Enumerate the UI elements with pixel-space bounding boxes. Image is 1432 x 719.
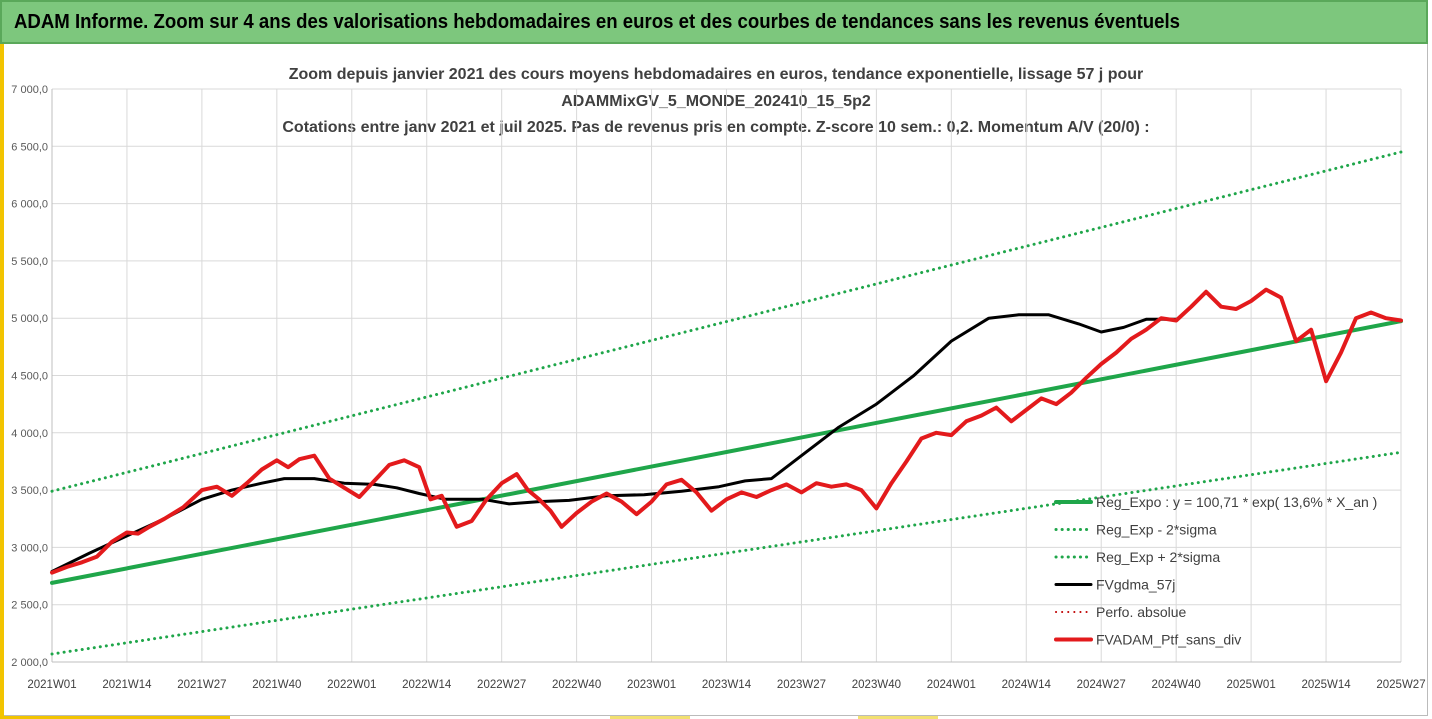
chart-title-line-3: Cotations entre janv 2021 et juil 2025. … — [282, 119, 1150, 136]
series-line-5 — [50, 287, 1403, 575]
y-tick-label: 6 500,0 — [11, 141, 48, 153]
legend-label: Reg_Expo : y = 100,71 * exp( 13,6% * X_a… — [1096, 494, 1377, 510]
y-tick-label: 4 500,0 — [11, 371, 48, 383]
y-tick-label: 5 000,0 — [11, 313, 48, 325]
x-tick-label: 2024W01 — [927, 679, 976, 691]
y-tick-label: 7 000,0 — [11, 84, 48, 96]
series-line-3 — [50, 313, 1178, 573]
x-tick-label: 2023W40 — [852, 679, 901, 691]
x-tick-label: 2022W01 — [327, 679, 376, 691]
chart-title-line-2: ADAMMixGV_5_MONDE_202410_15_5p2 — [561, 93, 871, 110]
x-tick-label: 2023W27 — [777, 679, 826, 691]
x-tick-label: 2024W14 — [1002, 679, 1052, 691]
y-tick-label: 4 000,0 — [11, 428, 48, 440]
bottom-accent-bar — [0, 715, 230, 719]
x-tick-label: 2025W27 — [1376, 679, 1425, 691]
y-tick-label: 5 500,0 — [11, 256, 48, 268]
x-tick-label: 2021W14 — [102, 679, 152, 691]
x-tick-label: 2021W01 — [27, 679, 76, 691]
y-tick-label: 3 500,0 — [11, 485, 48, 497]
y-tick-label: 3 000,0 — [11, 542, 48, 554]
x-tick-label: 2024W27 — [1077, 679, 1126, 691]
legend-label: Perfo. absolue — [1096, 604, 1186, 620]
report-header: ADAM Informe. Zoom sur 4 ans des valoris… — [0, 0, 1428, 44]
legend-label: FVgdma_57j — [1096, 577, 1175, 593]
x-tick-label: 2025W01 — [1226, 679, 1275, 691]
x-tick-label: 2022W40 — [552, 679, 601, 691]
series-line-0 — [50, 319, 1403, 585]
x-tick-label: 2024W40 — [1152, 679, 1201, 691]
series-line-2 — [50, 150, 1403, 493]
legend-label: FVADAM_Ptf_sans_div — [1096, 632, 1241, 648]
y-tick-label: 2 500,0 — [11, 600, 48, 612]
x-tick-label: 2021W27 — [177, 679, 226, 691]
x-tick-label: 2022W14 — [402, 679, 452, 691]
report-title: ADAM Informe. Zoom sur 4 ans des valoris… — [14, 11, 1180, 33]
y-tick-label: 2 000,0 — [11, 657, 48, 669]
chart-title-line-1: Zoom depuis janvier 2021 des cours moyen… — [288, 66, 1144, 83]
x-tick-label: 2025W14 — [1301, 679, 1351, 691]
x-tick-label: 2022W27 — [477, 679, 526, 691]
x-tick-label: 2023W01 — [627, 679, 676, 691]
y-tick-label: 6 000,0 — [11, 199, 48, 211]
legend-label: Reg_Exp - 2*sigma — [1096, 522, 1217, 538]
series-line-1 — [50, 450, 1403, 656]
bottom-accent-mark — [858, 715, 938, 719]
legend-label: Reg_Exp + 2*sigma — [1096, 549, 1220, 565]
x-tick-label: 2023W14 — [702, 679, 752, 691]
bottom-accent-mark — [610, 715, 690, 719]
chart-frame — [4, 44, 1428, 716]
left-accent-bar — [0, 44, 4, 719]
x-tick-label: 2021W40 — [252, 679, 301, 691]
